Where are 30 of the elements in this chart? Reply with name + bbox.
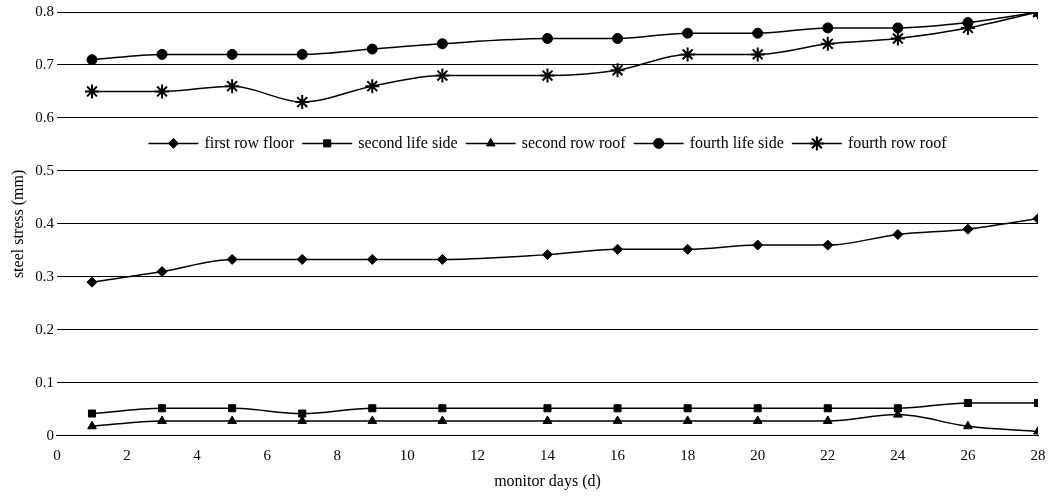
legend-label: second life side [358, 133, 458, 151]
y-tick-label: 0.8 [35, 2, 54, 19]
legend-label: fourth row roof [847, 133, 948, 151]
y-tick-label: 0.7 [35, 55, 55, 72]
x-tick-label: 16 [610, 446, 626, 463]
x-tick-label: 6 [263, 446, 272, 463]
y-tick-label: 0.5 [35, 161, 54, 178]
legend-label: first row floor [204, 133, 295, 151]
x-tick-label: 10 [399, 446, 415, 463]
legend-label: fourth life side [689, 133, 784, 151]
x-tick-label: 24 [890, 446, 906, 463]
x-tick-label: 8 [333, 446, 341, 463]
x-tick-label: 12 [469, 446, 485, 463]
x-tick-label: 2 [123, 446, 131, 463]
y-tick-label: 0.3 [35, 267, 54, 284]
y-tick-label: 0.2 [35, 320, 54, 337]
x-tick-label: 26 [960, 446, 976, 463]
x-tick-label: 4 [193, 446, 202, 463]
y-tick-label: 0.4 [35, 214, 55, 231]
x-tick-label: 14 [539, 446, 556, 463]
x-tick-label: 28 [1030, 446, 1046, 463]
y-tick-label: 0 [46, 426, 54, 443]
x-tick-label: 22 [820, 446, 836, 463]
y-axis-title: steel stress (mm) [8, 169, 27, 279]
x-tick-label: 18 [680, 446, 696, 463]
y-tick-label: 0.1 [35, 373, 54, 390]
x-axis-title: monitor days (d) [494, 471, 601, 490]
legend-label: second row roof [521, 133, 627, 151]
y-tick-label: 0.6 [35, 108, 55, 125]
x-tick-label: 20 [750, 446, 766, 463]
